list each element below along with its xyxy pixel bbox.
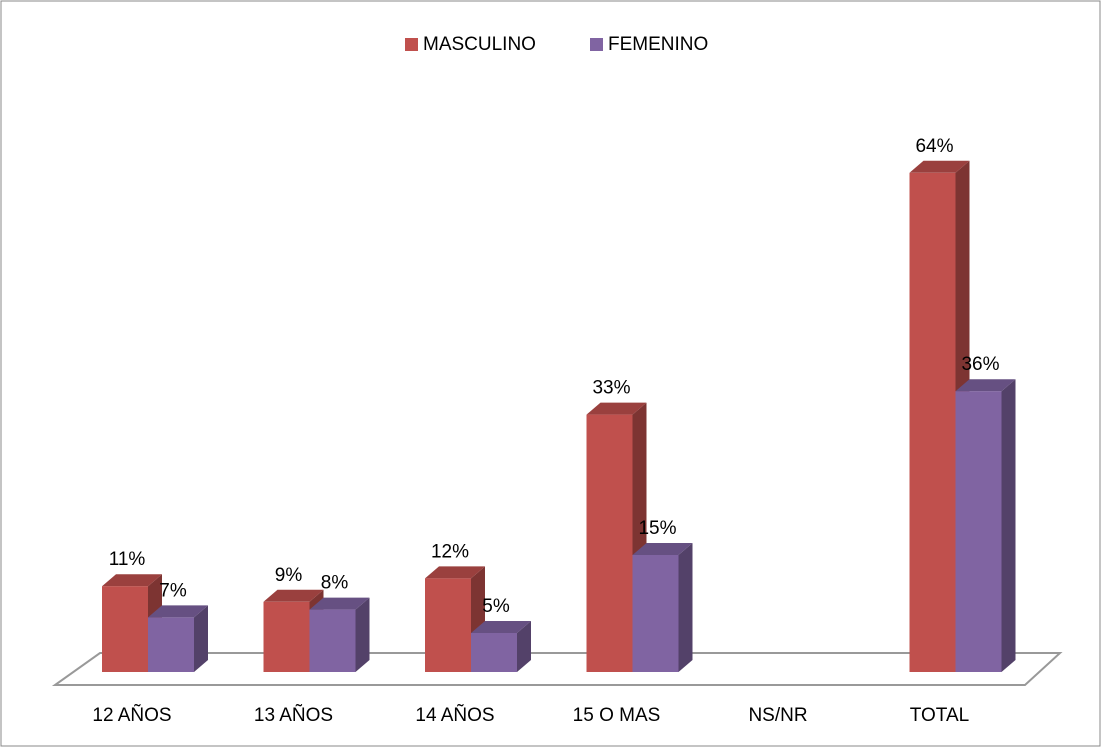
bar-front <box>955 391 1002 672</box>
bar-top <box>148 605 208 618</box>
bar-side <box>678 543 693 672</box>
bar-top <box>632 543 693 555</box>
bar-front <box>632 555 679 672</box>
bar-front <box>471 633 517 672</box>
x-tick-label: 12 AÑOS <box>92 704 171 726</box>
data-label: 11% <box>109 549 146 570</box>
bar <box>471 621 531 672</box>
bar-top <box>309 597 370 610</box>
data-label: 9% <box>275 565 303 586</box>
bar-top <box>471 621 531 633</box>
bar-top <box>586 402 647 415</box>
bar-front <box>425 578 471 672</box>
bar <box>586 402 647 672</box>
bar <box>148 605 208 672</box>
bar-top <box>263 589 324 602</box>
x-tick-label: 13 AÑOS <box>254 704 333 726</box>
bar-side <box>355 597 370 672</box>
bar-side <box>517 621 531 672</box>
data-label: 5% <box>482 596 510 617</box>
x-tick-label: TOTAL <box>910 705 969 726</box>
bar-top <box>909 160 970 173</box>
data-label: 7% <box>159 580 187 601</box>
bar-top <box>102 574 162 587</box>
bar-side <box>194 605 208 672</box>
data-label: 64% <box>915 136 953 157</box>
bar-front <box>586 414 633 672</box>
data-label: 15% <box>638 518 676 539</box>
bar-front <box>102 586 148 672</box>
bar-front <box>148 617 194 672</box>
x-tick-label: NS/NR <box>748 705 807 726</box>
bar <box>632 543 693 672</box>
bar-front <box>909 172 956 673</box>
x-tick-label: 14 AÑOS <box>415 704 494 726</box>
bar-front <box>309 609 356 672</box>
bar-top <box>425 566 485 579</box>
bar <box>309 597 370 672</box>
bar <box>955 379 1016 672</box>
data-label: 8% <box>321 573 349 594</box>
bar-front <box>263 601 310 672</box>
legend-swatch <box>405 38 418 51</box>
bar-side <box>1001 379 1016 672</box>
bar-top <box>955 379 1016 392</box>
x-tick-label: 15 O MAS <box>573 705 661 726</box>
data-label: 33% <box>592 378 630 399</box>
bar <box>909 160 970 673</box>
legend-label: FEMENINO <box>608 34 708 55</box>
data-label: 36% <box>961 354 999 375</box>
legend-swatch <box>590 38 603 51</box>
legend-label: MASCULINO <box>423 34 536 55</box>
data-label: 12% <box>431 541 469 562</box>
